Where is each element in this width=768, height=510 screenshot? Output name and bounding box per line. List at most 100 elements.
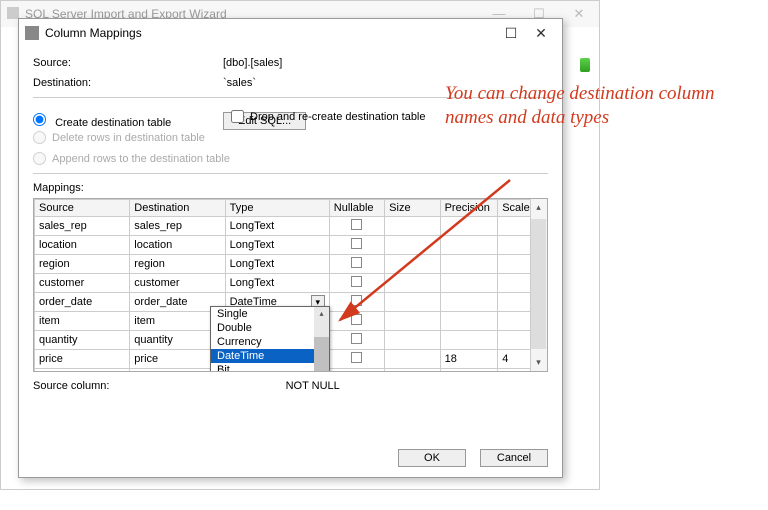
dropdown-option[interactable]: Currency [211, 335, 329, 349]
scroll-down-icon[interactable]: ▾ [530, 354, 547, 371]
cell-source[interactable]: customer [35, 274, 130, 293]
dropdown-scrollbar[interactable]: ▴ ▾ [314, 307, 329, 372]
cell-destination[interactable]: region [130, 255, 225, 274]
col-header-type[interactable]: Type [225, 200, 329, 217]
col-header-nullable[interactable]: Nullable [329, 200, 384, 217]
cell-size[interactable] [385, 293, 440, 312]
cell-source[interactable]: region [35, 255, 130, 274]
dialog-maximize-icon[interactable]: ☐ [496, 25, 526, 42]
dropdown-scroll-up-icon[interactable]: ▴ [314, 307, 329, 321]
cell-size[interactable] [385, 217, 440, 236]
cell-precision[interactable] [440, 236, 498, 255]
dialog-footer: OK Cancel [19, 439, 562, 477]
cell-destination[interactable]: sales_rep [130, 217, 225, 236]
cell-nullable[interactable] [329, 369, 384, 373]
background-decor [580, 58, 590, 72]
cell-destination[interactable]: customer [130, 274, 225, 293]
dropdown-option[interactable]: DateTime [211, 349, 329, 363]
cell-source[interactable]: order_date [35, 293, 130, 312]
cell-nullable[interactable] [329, 236, 384, 255]
cell-precision[interactable] [440, 274, 498, 293]
type-dropdown-list[interactable]: SingleDoubleCurrencyDateTimeBitByteGUIDB… [210, 306, 330, 372]
cell-size[interactable] [385, 255, 440, 274]
cell-precision[interactable]: 18 [440, 350, 498, 369]
table-row[interactable]: customercustomerLongText [35, 274, 547, 293]
cell-source[interactable]: sales_rep [35, 217, 130, 236]
cell-type[interactable]: LongText [225, 255, 329, 274]
cancel-button[interactable]: Cancel [480, 449, 548, 467]
grid-header-row: Source Destination Type Nullable Size Pr… [35, 200, 547, 217]
cell-type[interactable]: LongText [225, 236, 329, 255]
table-row[interactable]: regionregionLongText [35, 255, 547, 274]
radio-create-table[interactable] [33, 113, 46, 126]
cell-size[interactable] [385, 331, 440, 350]
cell-size[interactable] [385, 350, 440, 369]
checkbox-drop-recreate[interactable] [231, 110, 244, 123]
cell-source[interactable]: quantity [35, 331, 130, 350]
cell-precision[interactable]: 18 [440, 369, 498, 373]
radio-delete-label: Delete rows in destination table [52, 132, 205, 144]
cell-type[interactable]: LongText [225, 217, 329, 236]
table-row[interactable]: locationlocationLongText [35, 236, 547, 255]
nullable-checkbox[interactable] [351, 276, 362, 287]
cell-size[interactable] [385, 236, 440, 255]
cell-precision[interactable] [440, 255, 498, 274]
col-header-precision[interactable]: Precision [440, 200, 498, 217]
col-header-destination[interactable]: Destination [130, 200, 225, 217]
source-value: [dbo].[sales] [223, 57, 282, 69]
cell-nullable[interactable] [329, 312, 384, 331]
cell-type[interactable]: LongText [225, 274, 329, 293]
cell-precision[interactable] [440, 293, 498, 312]
nullable-checkbox[interactable] [351, 352, 362, 363]
mappings-grid[interactable]: Source Destination Type Nullable Size Pr… [33, 198, 548, 372]
grid-scrollbar[interactable]: ▴ ▾ [530, 199, 547, 371]
dropdown-option[interactable]: Double [211, 321, 329, 335]
dialog-icon [25, 26, 39, 40]
nullable-checkbox[interactable] [351, 238, 362, 249]
source-column-label: Source column: [33, 380, 109, 392]
source-label: Source: [33, 57, 223, 69]
cell-nullable[interactable] [329, 255, 384, 274]
nullable-checkbox[interactable] [351, 333, 362, 344]
cell-size[interactable] [385, 312, 440, 331]
cell-source[interactable]: total_amount [35, 369, 130, 373]
radio-append-rows [33, 152, 46, 165]
table-row[interactable]: sales_repsales_repLongText [35, 217, 547, 236]
cell-precision[interactable] [440, 331, 498, 350]
destination-label: Destination: [33, 77, 223, 89]
dropdown-scroll-thumb[interactable] [314, 337, 329, 372]
radio-append-label: Append rows to the destination table [52, 153, 230, 165]
dropdown-option[interactable]: Bit [211, 363, 329, 372]
source-column-value: NOT NULL [286, 380, 340, 392]
nullable-checkbox[interactable] [351, 295, 362, 306]
cell-source[interactable]: price [35, 350, 130, 369]
cell-nullable[interactable] [329, 293, 384, 312]
col-header-source[interactable]: Source [35, 200, 130, 217]
nullable-checkbox[interactable] [351, 219, 362, 230]
nullable-checkbox[interactable] [351, 371, 362, 372]
nullable-checkbox[interactable] [351, 257, 362, 268]
parent-close-icon[interactable]: ✕ [559, 1, 599, 27]
col-header-size[interactable]: Size [385, 200, 440, 217]
dropdown-option[interactable]: Single [211, 307, 329, 321]
cell-source[interactable]: item [35, 312, 130, 331]
scroll-up-icon[interactable]: ▴ [530, 199, 547, 216]
cell-size[interactable] [385, 369, 440, 373]
cell-nullable[interactable] [329, 217, 384, 236]
dialog-close-icon[interactable]: ✕ [526, 25, 556, 42]
cell-precision[interactable] [440, 312, 498, 331]
dialog-titlebar[interactable]: Column Mappings ☐ ✕ [19, 19, 562, 47]
cell-precision[interactable] [440, 217, 498, 236]
cell-nullable[interactable] [329, 350, 384, 369]
cell-source[interactable]: location [35, 236, 130, 255]
radio-delete-rows [33, 131, 46, 144]
cell-destination[interactable]: location [130, 236, 225, 255]
cell-size[interactable] [385, 274, 440, 293]
ok-button[interactable]: OK [398, 449, 466, 467]
scroll-thumb[interactable] [531, 219, 546, 349]
radio-create-label: Create destination table [55, 117, 171, 129]
cell-nullable[interactable] [329, 274, 384, 293]
nullable-checkbox[interactable] [351, 314, 362, 325]
dialog-title: Column Mappings [45, 26, 496, 40]
cell-nullable[interactable] [329, 331, 384, 350]
